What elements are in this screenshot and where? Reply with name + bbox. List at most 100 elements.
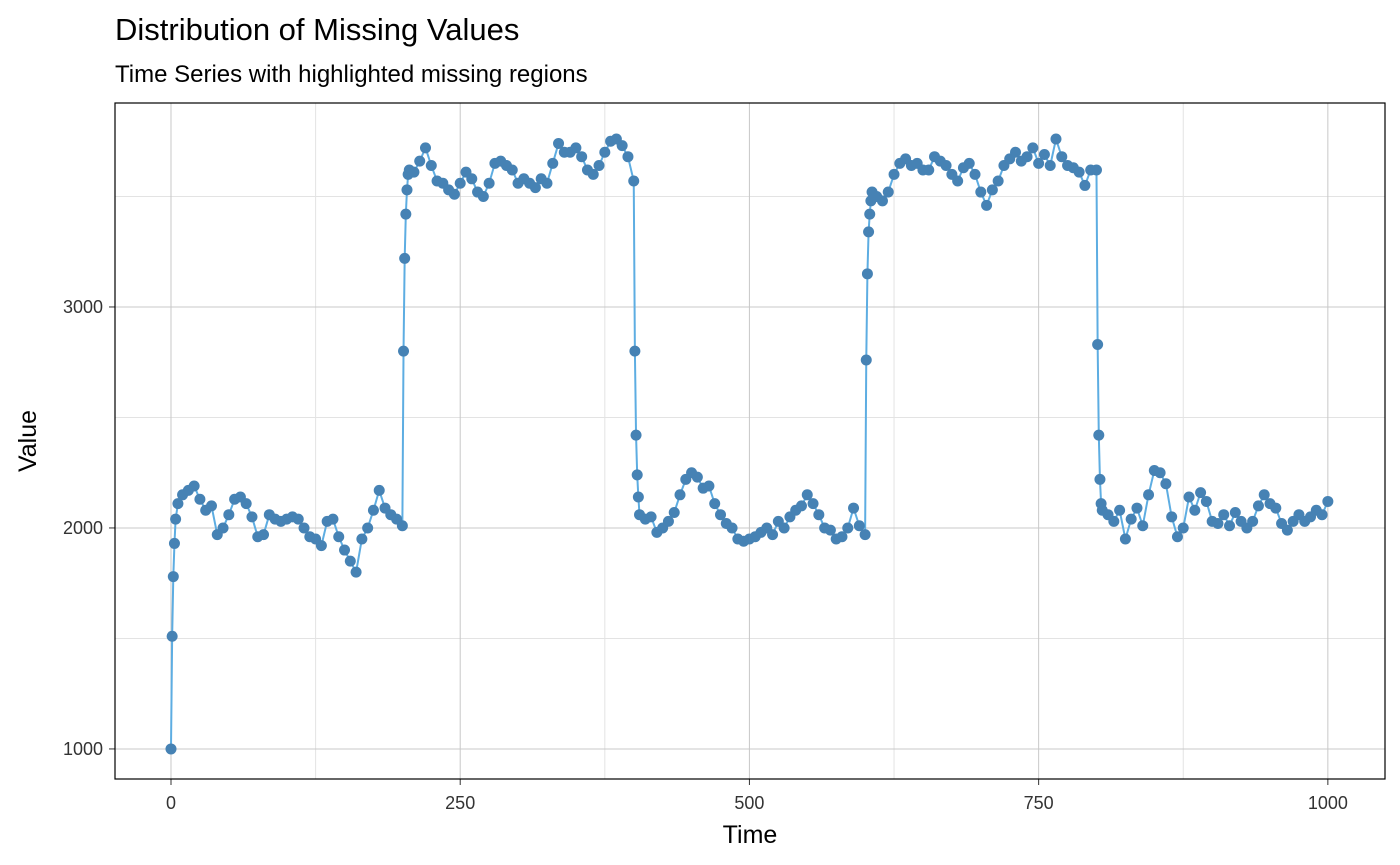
data-point	[194, 493, 206, 505]
data-point	[940, 160, 952, 172]
data-point	[795, 500, 807, 512]
data-point	[767, 529, 779, 541]
data-point	[292, 513, 304, 525]
data-point	[223, 509, 235, 521]
data-point	[570, 142, 582, 154]
data-point	[399, 252, 411, 264]
data-point	[298, 522, 310, 534]
data-point	[448, 188, 460, 200]
data-point	[188, 480, 200, 492]
data-point	[674, 489, 686, 501]
data-point	[1038, 148, 1050, 160]
data-point	[350, 566, 362, 578]
data-point	[842, 522, 854, 534]
data-point	[1247, 515, 1259, 527]
data-point	[398, 345, 410, 357]
data-point	[975, 186, 987, 198]
data-point	[1224, 520, 1236, 532]
data-point	[587, 168, 599, 180]
data-point	[1108, 515, 1120, 527]
data-point	[408, 166, 420, 178]
data-point	[425, 160, 437, 172]
data-point	[1050, 133, 1062, 145]
data-point	[622, 151, 634, 163]
data-point	[1281, 524, 1293, 536]
data-point	[1171, 531, 1183, 543]
data-point	[1177, 522, 1189, 534]
data-point	[367, 504, 379, 516]
data-point	[1258, 489, 1270, 501]
data-point	[1021, 151, 1033, 163]
data-point	[466, 173, 478, 185]
data-point	[1119, 533, 1131, 545]
data-point	[709, 498, 721, 510]
data-point	[986, 184, 998, 196]
data-point	[599, 146, 611, 158]
data-point	[1154, 467, 1166, 479]
data-point	[339, 544, 351, 556]
data-point	[981, 199, 993, 211]
data-point	[483, 177, 495, 189]
data-point	[860, 354, 872, 366]
data-point	[1160, 478, 1172, 490]
data-point	[1143, 489, 1155, 501]
y-axis-label: Value	[14, 410, 42, 472]
y-tick-label: 1000	[63, 739, 103, 759]
data-point	[1166, 511, 1178, 523]
data-point	[166, 630, 178, 642]
data-point	[1137, 520, 1149, 532]
x-tick-label: 250	[445, 793, 475, 813]
data-point	[801, 489, 813, 501]
data-point	[853, 520, 865, 532]
data-point	[778, 522, 790, 534]
data-point	[373, 484, 385, 496]
data-point	[1033, 157, 1045, 169]
data-point	[662, 515, 674, 527]
data-point	[362, 522, 374, 534]
data-point	[1200, 495, 1212, 507]
data-point	[631, 469, 643, 481]
data-point	[1073, 166, 1085, 178]
plot-border	[114, 102, 1386, 780]
data-point	[1056, 151, 1068, 163]
data-point	[1079, 179, 1091, 191]
data-point	[1090, 164, 1102, 176]
data-point	[1092, 339, 1104, 351]
data-point	[170, 513, 182, 525]
data-point	[258, 529, 270, 541]
x-tick-label: 500	[734, 793, 764, 813]
chart-title: Distribution of Missing Values	[115, 12, 519, 47]
data-point	[1322, 495, 1334, 507]
data-point	[172, 498, 184, 510]
data-point	[1131, 502, 1143, 514]
data-point	[1027, 142, 1039, 154]
chart-subtitle: Time Series with highlighted missing reg…	[115, 61, 588, 88]
data-point	[1183, 491, 1195, 503]
data-point	[861, 268, 873, 280]
data-point	[547, 157, 559, 169]
data-point	[165, 743, 177, 755]
data-point	[414, 155, 426, 167]
data-point	[864, 208, 876, 220]
x-tick-label: 0	[166, 793, 176, 813]
data-point	[167, 571, 179, 583]
data-point	[1195, 487, 1207, 499]
data-point	[952, 175, 964, 187]
data-point	[454, 177, 466, 189]
data-point	[593, 160, 605, 172]
data-point	[1316, 509, 1328, 521]
data-point	[969, 168, 981, 180]
data-point	[888, 168, 900, 180]
data-point	[506, 164, 518, 176]
data-point	[859, 529, 871, 541]
data-point	[356, 533, 368, 545]
x-tick-label: 750	[1024, 793, 1054, 813]
data-point	[1094, 473, 1106, 485]
data-point	[882, 186, 894, 198]
data-point	[645, 511, 657, 523]
data-point	[1189, 504, 1201, 516]
data-point	[824, 524, 836, 536]
data-point	[1212, 518, 1224, 530]
data-point	[1114, 504, 1126, 516]
